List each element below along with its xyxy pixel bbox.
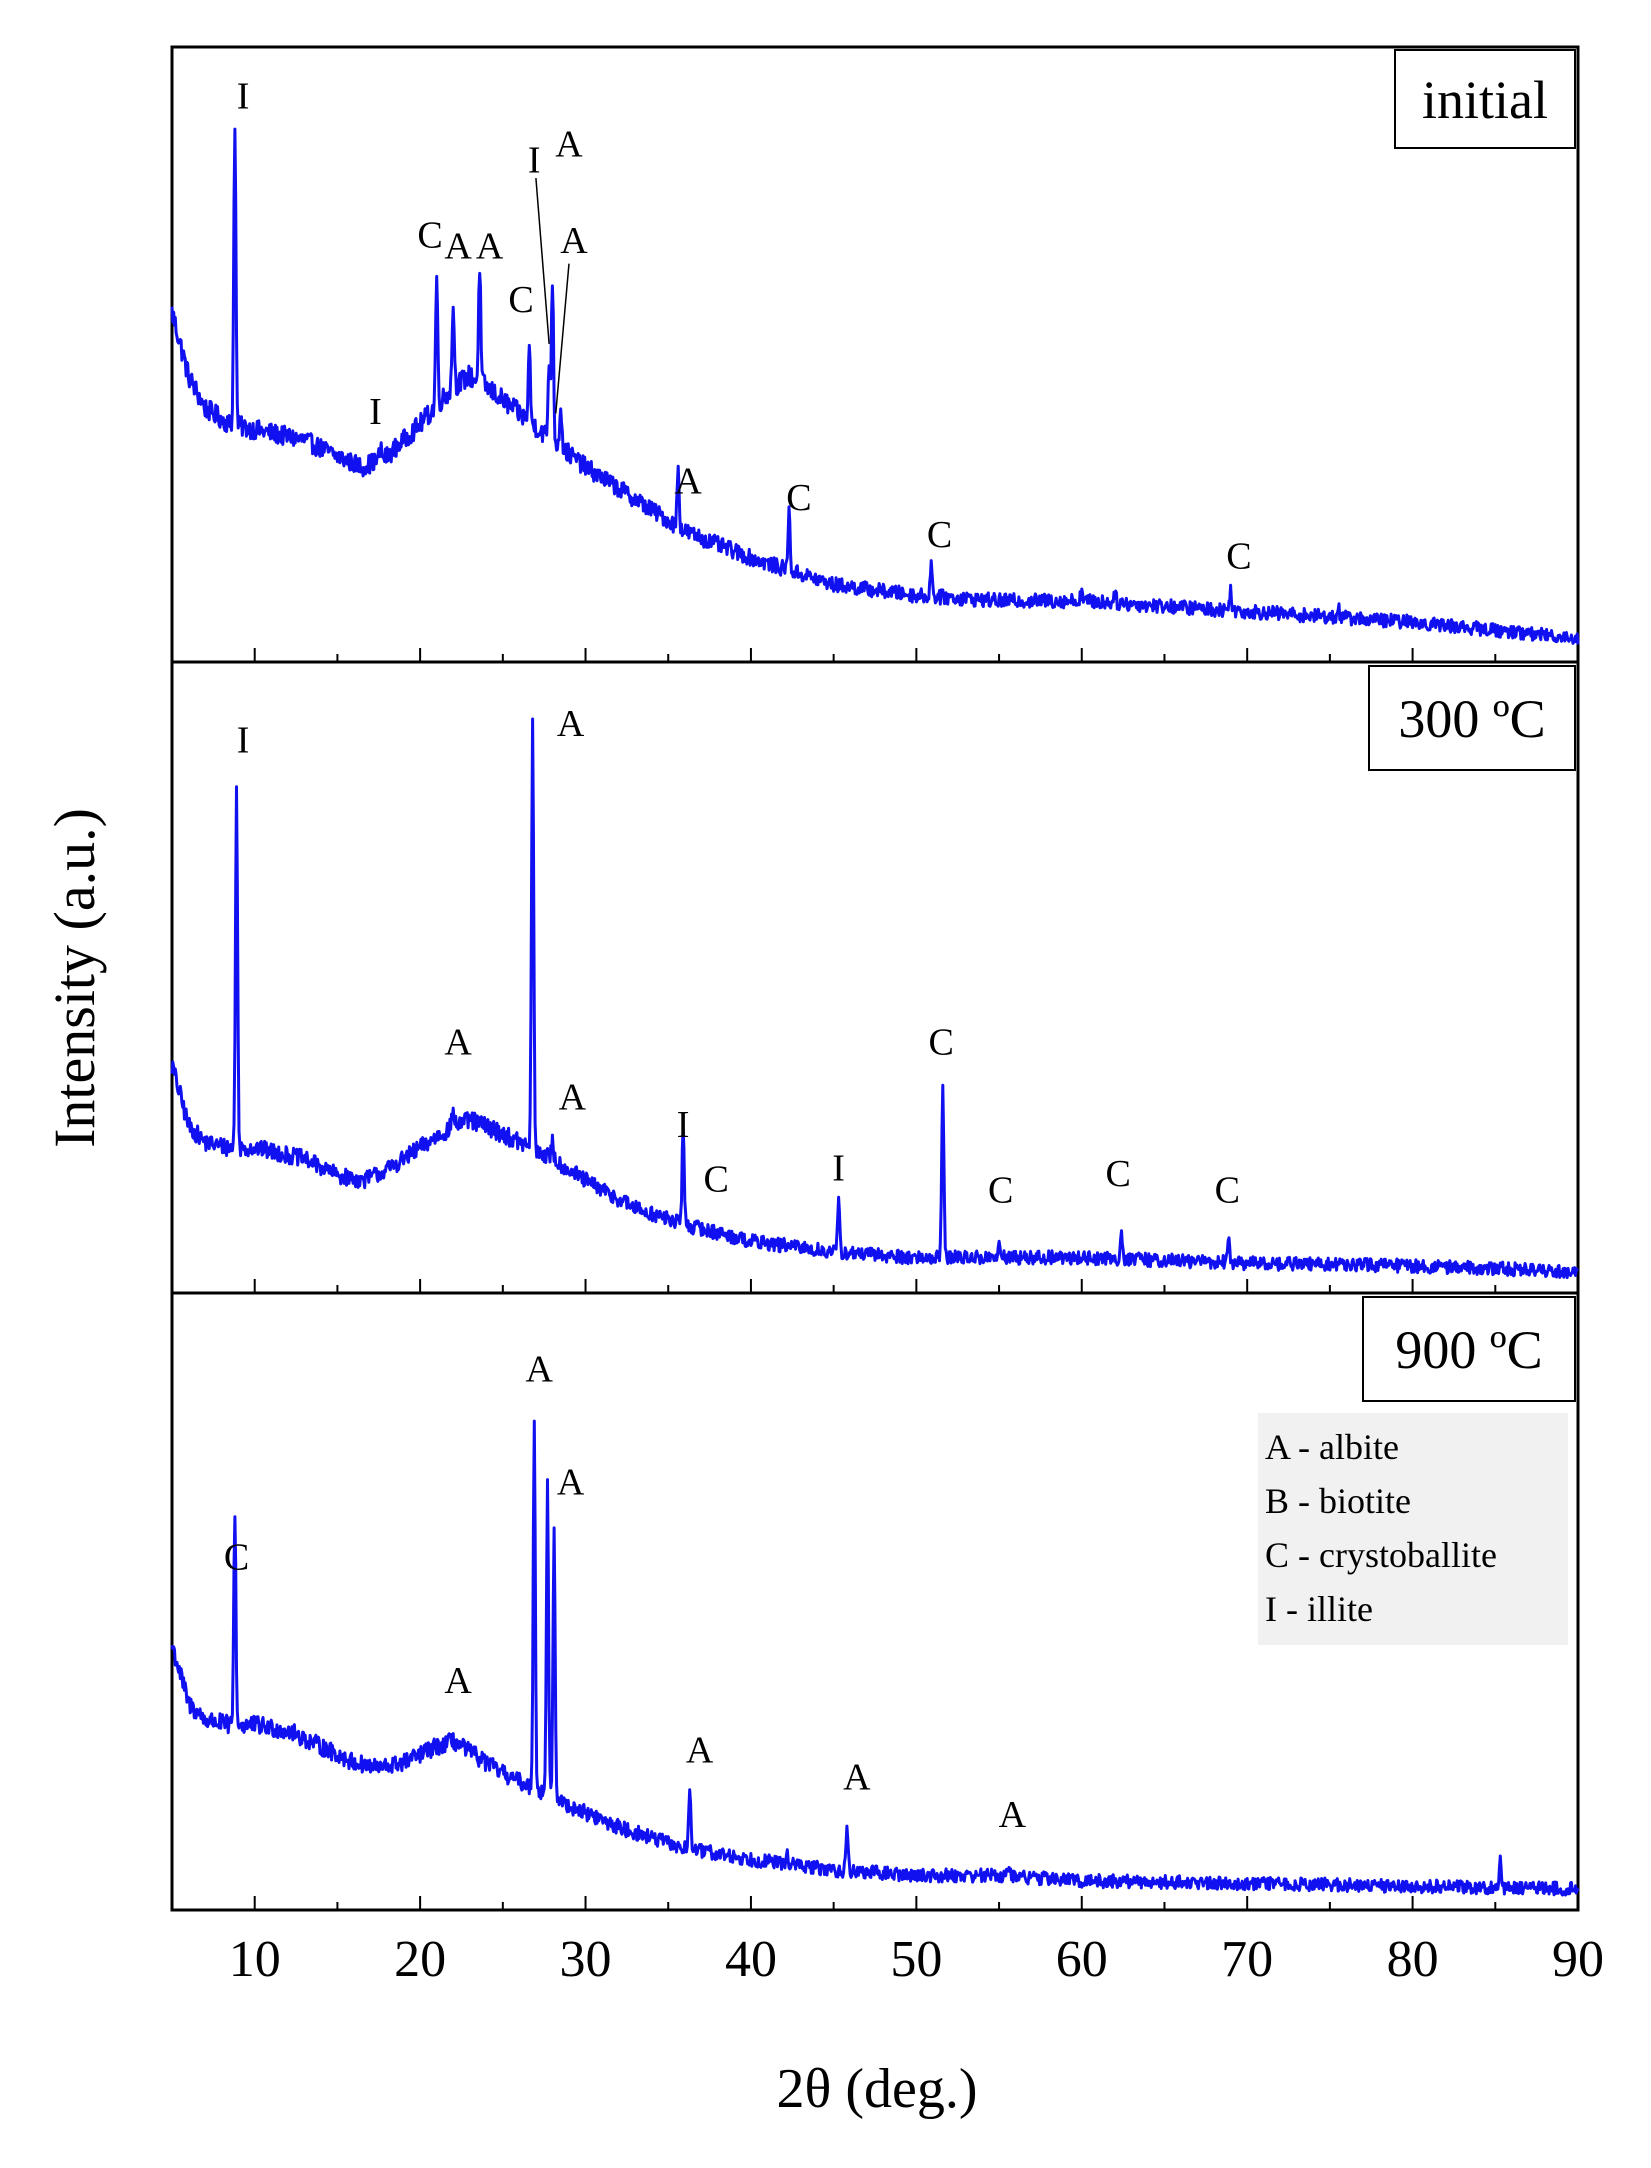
panel-frame — [170, 45, 1580, 664]
peak-label: I — [369, 391, 382, 433]
peak-label: A — [557, 1461, 585, 1503]
panel-frame — [170, 1291, 1580, 1912]
y-axis-title: Intensity (a.u.) — [42, 808, 107, 1148]
x-tick-label: 40 — [725, 1931, 777, 1988]
series-layer — [170, 127, 1580, 1897]
peak-label: C — [1226, 536, 1251, 578]
panel-label-box — [1368, 665, 1576, 771]
legend-item: I - illite — [1265, 1589, 1373, 1629]
panel-frame — [170, 660, 1580, 1295]
peak-label: A — [686, 1730, 714, 1772]
peak-label: C — [988, 1170, 1013, 1212]
xrd-pattern-900C — [170, 1419, 1580, 1897]
panel-300C — [170, 660, 1580, 1295]
peak-label: C — [417, 215, 442, 257]
x-tick-label: 10 — [229, 1931, 281, 1988]
x-axis-title: 2θ (deg.) — [777, 2058, 978, 2120]
x-tick-label: 70 — [1221, 1931, 1273, 1988]
x-tick-label: 60 — [1056, 1931, 1108, 1988]
peak-label: I — [677, 1104, 690, 1146]
xrd-pattern-300C — [170, 717, 1579, 1280]
panel-900C — [170, 1291, 1580, 1912]
peak-label: A — [559, 1076, 587, 1118]
x-tick-label: 80 — [1387, 1931, 1439, 1988]
axes-layer — [170, 45, 1580, 1912]
peak-label: C — [1105, 1153, 1130, 1195]
peak-label: I — [528, 140, 541, 182]
xrd-pattern-initial — [170, 127, 1580, 645]
peak-label: A — [674, 461, 702, 503]
peak-label: I — [237, 76, 250, 118]
peak-label: A — [444, 1660, 472, 1702]
peak-label: C — [927, 514, 952, 556]
panel-label-box — [1362, 1296, 1576, 1402]
peak-label: I — [832, 1148, 845, 1190]
x-tick-label: 30 — [560, 1931, 612, 1988]
panel-label: initial — [1422, 70, 1548, 130]
peak-label: A — [444, 225, 472, 267]
peak-label: A — [999, 1794, 1027, 1836]
panel-label: 900 ºC — [1395, 1320, 1542, 1380]
peak-label: A — [525, 1349, 553, 1391]
peak-label: C — [928, 1021, 953, 1063]
panel-label-box — [1394, 49, 1576, 149]
panel-label: 300 ºC — [1398, 689, 1545, 749]
peak-label: I — [237, 720, 250, 762]
legend-item: C - crystoballite — [1265, 1535, 1497, 1575]
x-tick-label: 20 — [394, 1931, 446, 1988]
legend-box — [1258, 1413, 1568, 1645]
peak-label: A — [843, 1756, 871, 1798]
x-tick-label: 50 — [890, 1931, 942, 1988]
peak-label: C — [786, 477, 811, 519]
peak-label: C — [1215, 1170, 1240, 1212]
peak-label: C — [224, 1536, 249, 1578]
x-tick-label: 90 — [1552, 1931, 1604, 1988]
legend-item: B - biotite — [1265, 1481, 1411, 1521]
peak-label: A — [560, 220, 588, 262]
peak-label: A — [444, 1021, 472, 1063]
peak-label: A — [557, 703, 585, 745]
annotation-leader — [555, 263, 570, 414]
annotation-leader — [535, 177, 550, 344]
peak-label: C — [508, 279, 533, 321]
legend: A - albite B - biotite C - crystoballite I … — [1258, 1413, 1568, 1645]
peak-label: A — [476, 225, 504, 267]
peak-label: A — [555, 124, 583, 166]
panel-initial — [170, 45, 1580, 664]
peak-label: C — [704, 1159, 729, 1201]
legend-item: A - albite — [1265, 1427, 1399, 1467]
